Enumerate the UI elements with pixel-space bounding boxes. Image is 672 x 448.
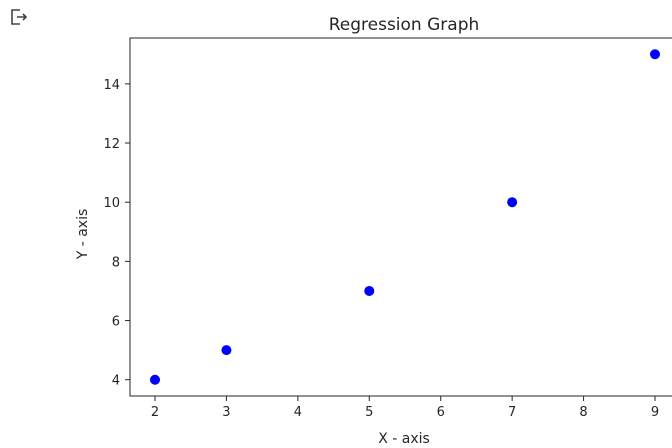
x-tick-label: 4 (294, 405, 302, 420)
chart-title: Regression Graph (329, 15, 480, 35)
y-tick-label: 6 (112, 315, 120, 330)
y-axis-ticks: 4 6 8 10 12 14 (103, 78, 130, 389)
data-point (221, 345, 232, 356)
y-tick-label: 14 (103, 78, 120, 93)
x-tick-label: 3 (222, 405, 230, 420)
x-axis-label: X - axis (378, 431, 430, 447)
y-tick-label: 4 (112, 374, 120, 389)
x-tick-label: 6 (437, 405, 445, 420)
x-tick-label: 9 (651, 405, 659, 420)
y-tick-label: 10 (103, 196, 120, 211)
x-tick-label: 2 (151, 405, 159, 420)
output-redirect-icon (11, 9, 28, 25)
data-point (650, 49, 660, 60)
y-tick-label: 8 (112, 255, 120, 270)
data-point (364, 285, 375, 296)
x-tick-label: 8 (579, 405, 587, 420)
y-tick-label: 12 (103, 137, 120, 152)
x-tick-label: 7 (508, 405, 516, 420)
plot-area-frame (129, 37, 672, 397)
y-axis-label: Y - axis (75, 209, 91, 261)
x-axis-ticks: 2 3 4 5 6 7 8 9 (151, 396, 659, 420)
data-points (150, 49, 660, 385)
data-point (507, 197, 518, 208)
data-point (150, 374, 160, 385)
x-tick-label: 5 (365, 405, 373, 420)
